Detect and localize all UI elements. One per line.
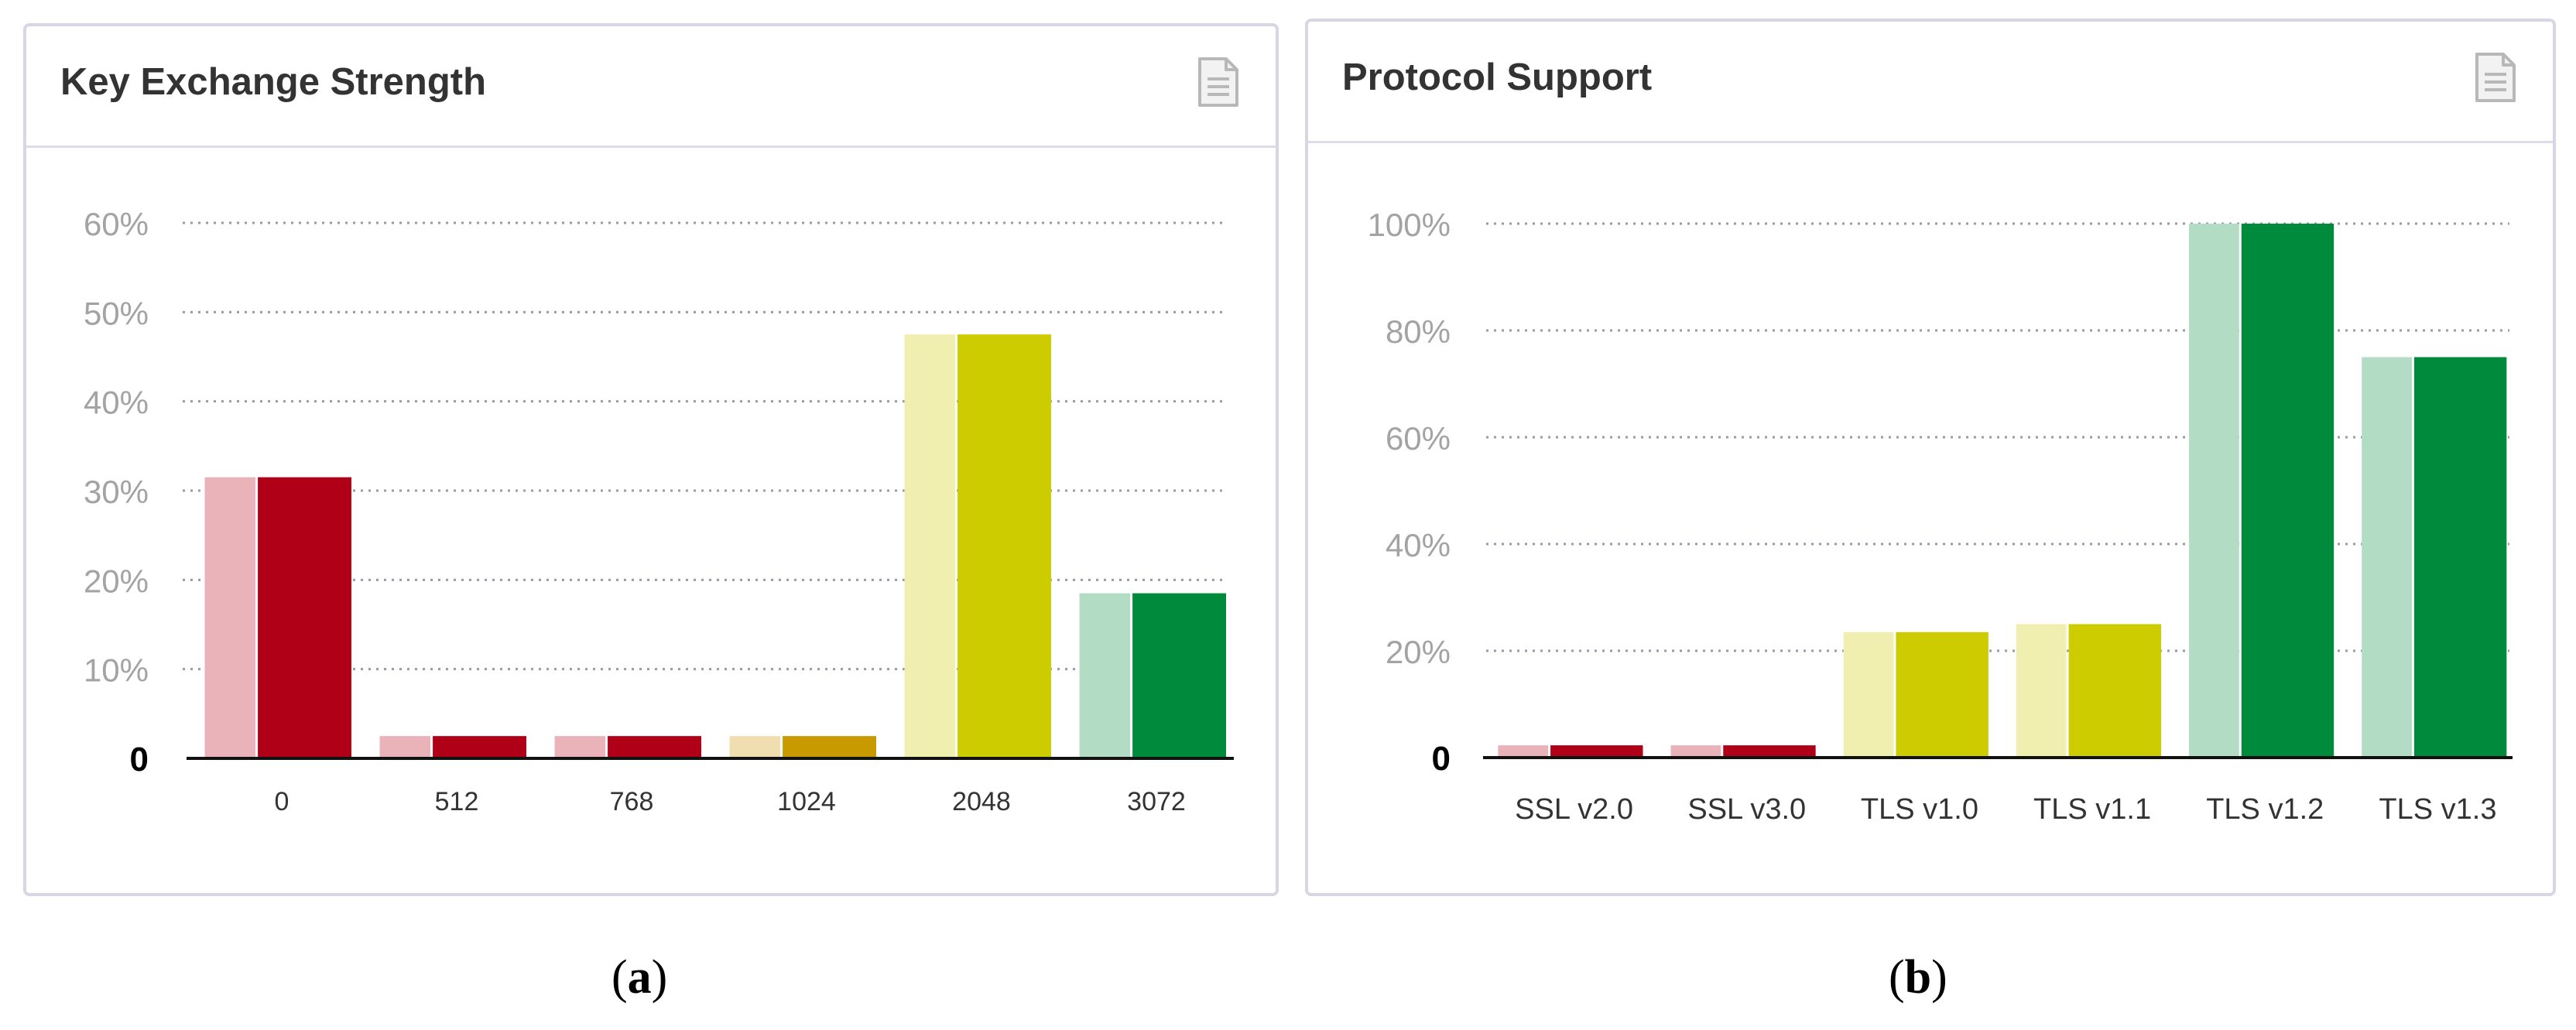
bar-highlight	[1670, 745, 1721, 758]
y-tick-label: 80%	[1386, 313, 1451, 350]
y-tick-label: 0	[130, 741, 149, 778]
x-tick-label: TLS v1.3	[2379, 793, 2496, 826]
bar-highlight	[904, 334, 956, 759]
bar-highlight	[2362, 357, 2412, 758]
bar	[433, 736, 527, 758]
y-tick-label: 10%	[84, 652, 149, 689]
panel-header: Protocol Support	[1308, 22, 2553, 143]
bar-highlight	[2189, 224, 2239, 758]
x-tick-label: TLS v1.1	[2033, 793, 2151, 826]
bar	[608, 736, 702, 758]
document-icon[interactable]	[1197, 57, 1240, 108]
protocol-support-panel: Protocol Support 0 20% 40% 60% 80% 100% SSL v2…	[1305, 19, 2556, 896]
x-tick-label: 0	[275, 787, 289, 816]
caption-b: (b)	[1889, 951, 1947, 1004]
key-exchange-panel: Key Exchange Strength 0 10% 20% 30% 40% 50% 60…	[23, 23, 1279, 896]
document-icon[interactable]	[2474, 53, 2517, 104]
bar	[2068, 624, 2162, 758]
x-tick-label: 1024	[777, 787, 836, 816]
caption-a: (a)	[611, 951, 668, 1004]
bar	[1550, 745, 1643, 758]
x-tick-label: SSL v3.0	[1687, 793, 1806, 826]
caption-letter: b	[1904, 951, 1932, 1004]
y-tick-label: 50%	[84, 295, 149, 331]
bar-highlight	[554, 736, 606, 758]
bar	[1132, 593, 1227, 758]
bar-highlight	[2016, 624, 2067, 758]
chart-title: Key Exchange Strength	[60, 61, 487, 103]
x-tick-label: 2048	[952, 787, 1011, 816]
x-tick-label: SSL v2.0	[1515, 793, 1633, 826]
y-tick-label: 0	[1432, 740, 1451, 778]
y-tick-label: 20%	[84, 563, 149, 599]
y-tick-label: 20%	[1386, 634, 1451, 670]
bar	[2241, 224, 2334, 758]
bar-highlight	[204, 477, 256, 758]
bar	[1723, 745, 1816, 758]
bar	[957, 334, 1052, 759]
y-tick-label: 40%	[84, 385, 149, 421]
bar	[258, 477, 352, 758]
x-tick-label: 3072	[1127, 787, 1186, 816]
x-tick-label: TLS v1.2	[2206, 793, 2324, 826]
bar	[783, 736, 877, 758]
x-tick-label: 512	[435, 787, 479, 816]
y-tick-label: 40%	[1386, 527, 1451, 563]
key-exchange-chart: 0 10% 20% 30% 40% 50% 60% 0 512 768 1024 2048 3072	[84, 206, 1234, 816]
protocol-support-chart: 0 20% 40% 60% 80% 100% SSL v2.0 SSL v3.0 TLS v1.…	[1368, 207, 2513, 826]
bar-highlight	[379, 736, 431, 758]
caption-letter: a	[627, 951, 652, 1004]
chart-title: Protocol Support	[1342, 56, 1653, 98]
bar-highlight	[1079, 593, 1131, 758]
x-tick-label: TLS v1.0	[1861, 793, 1978, 826]
y-tick-label: 30%	[84, 474, 149, 510]
y-tick-label: 60%	[84, 206, 149, 242]
bar	[1896, 631, 1989, 758]
panel-header: Key Exchange Strength	[26, 26, 1276, 148]
y-tick-label: 60%	[1386, 420, 1451, 457]
bar-highlight	[1843, 631, 1894, 758]
y-tick-label: 100%	[1368, 207, 1451, 243]
bar	[2413, 357, 2507, 758]
bar-highlight	[1498, 745, 1549, 758]
x-tick-label: 768	[610, 787, 654, 816]
bar-highlight	[729, 736, 781, 758]
